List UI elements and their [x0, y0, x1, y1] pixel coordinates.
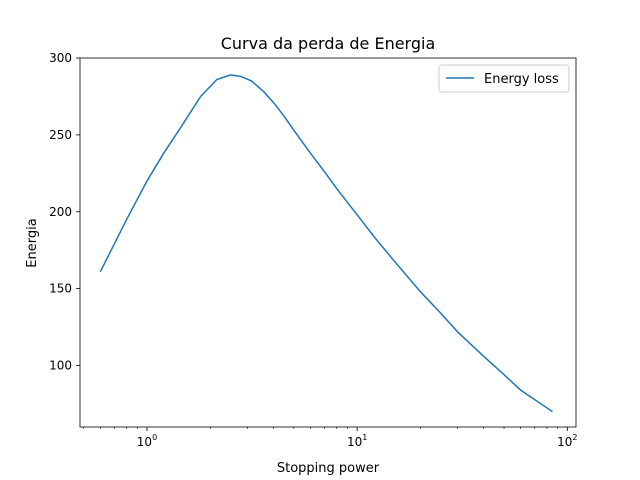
- x-axis-label: Stopping power: [277, 461, 380, 476]
- x-tick-label-base: 10: [347, 435, 362, 449]
- plot-frame: [79, 57, 577, 428]
- x-tick-label-base: 10: [137, 435, 152, 449]
- y-axis-label: Energia: [25, 218, 40, 267]
- y-tick-label: 150: [49, 282, 72, 296]
- y-tick-label: 300: [49, 51, 72, 65]
- y-tick-label: 100: [49, 359, 72, 373]
- series-line-energy-loss: [99, 74, 553, 413]
- y-tick-label: 200: [49, 205, 72, 219]
- chart-title: Curva da perda de Energia: [221, 34, 436, 53]
- x-tick-label: 102: [557, 433, 577, 449]
- legend-label: Energy loss: [484, 72, 559, 87]
- x-tick-label-exponent: 1: [362, 433, 367, 442]
- x-tick-label-exponent: 2: [572, 433, 577, 442]
- x-tick-label-exponent: 0: [152, 433, 157, 442]
- legend: Energy loss: [438, 64, 570, 93]
- x-tick-label: 100: [137, 433, 157, 449]
- y-tick-label: 250: [49, 128, 72, 142]
- x-tick-label-base: 10: [557, 435, 572, 449]
- legend-box: [438, 64, 570, 93]
- x-tick-label: 101: [347, 433, 367, 449]
